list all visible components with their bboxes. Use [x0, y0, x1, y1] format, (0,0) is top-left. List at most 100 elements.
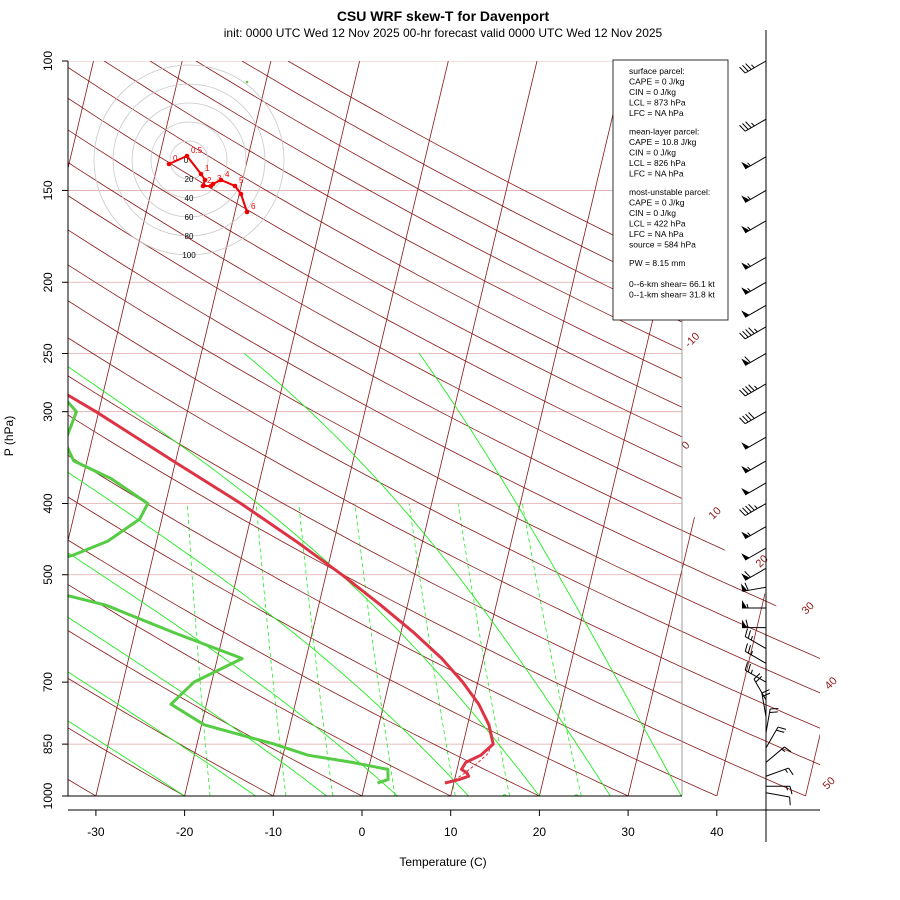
hodograph-ring-label: 80: [185, 232, 194, 241]
hodograph-height-label: 2: [207, 176, 212, 185]
hodograph-height-label: 6: [251, 202, 256, 211]
y-axis-label: P (hPa): [2, 416, 16, 456]
dry-adiabat: [68, 61, 123, 796]
wind-barb-tick: [744, 582, 749, 591]
hodograph-ring: [169, 140, 209, 180]
mean-layer-parcel-line: CIN = 0 J/kg: [629, 148, 676, 158]
wind-barb-shaft: [744, 411, 767, 425]
mixing-ratio-line: [354, 503, 396, 796]
wind-barb-shaft: [765, 726, 779, 749]
hodograph-height-label: 5: [239, 176, 244, 185]
wind-barb-half-tick: [754, 385, 758, 390]
wind-barb-flag: [741, 465, 750, 473]
chart-title: CSU WRF skew-T for Davenport: [337, 8, 550, 24]
most-unstable-parcel-line: CAPE = 0 J/kg: [629, 198, 685, 208]
isotherm-label: 40: [823, 675, 840, 692]
wind-barb: [741, 526, 767, 540]
mixing-ratio-line: [457, 503, 510, 796]
wind-barb-shaft: [744, 118, 767, 132]
hodograph-height-label: 3: [217, 174, 222, 183]
most-unstable-parcel-line: LCL = 422 hPa: [629, 219, 686, 229]
y-tick-label: 500: [41, 564, 55, 584]
isotherm-label: 50: [821, 775, 838, 792]
wind-barb-shaft: [744, 669, 767, 683]
wind-barb-shaft: [765, 792, 790, 798]
hodograph-point: [166, 161, 172, 167]
wind-barb-shaft: [761, 692, 767, 717]
wind-barb: [739, 503, 767, 516]
wind-barb-tick: [739, 417, 746, 425]
surface-parcel-line: LFC = NA hPa: [629, 108, 684, 118]
mixing-ratio-line: [255, 503, 287, 796]
hodograph-ring-label: 40: [185, 194, 194, 203]
dry-adiabat: [68, 61, 820, 796]
wind-barb: [741, 281, 767, 295]
dry-adiabat: [68, 61, 483, 796]
wind-barb-half-tick: [786, 786, 788, 791]
hodograph-point: [184, 153, 190, 159]
wind-barb-shaft: [753, 678, 767, 701]
wind-barb-tick: [748, 384, 755, 392]
wind-barb-tick: [742, 123, 749, 130]
wind-barb-tick: [742, 330, 749, 338]
wind-barb-half-tick: [747, 263, 751, 267]
wind-barb: [739, 383, 767, 397]
mixing-ratio-label: 3: [320, 796, 332, 808]
wind-barb: [741, 256, 767, 270]
mixing-ratio-label: 2: [273, 796, 285, 808]
wind-barb-tick: [776, 729, 785, 733]
isotherm-line: [68, 61, 183, 796]
wind-barb-tick: [742, 64, 749, 72]
wind-barb-half-tick: [747, 466, 751, 471]
wind-barb: [765, 726, 787, 749]
hodograph-point: [218, 177, 224, 183]
y-tick-label: 850: [41, 734, 55, 754]
wind-barb: [740, 582, 767, 592]
isotherm-label: 10: [707, 505, 724, 522]
wind-barb-flag: [741, 310, 750, 318]
wind-barb-tick: [755, 676, 763, 683]
dry-adiabat: [68, 61, 820, 796]
wind-barb: [741, 353, 767, 366]
wind-barb: [766, 785, 793, 795]
wind-barb-tick: [753, 673, 761, 680]
wind-barb-tick: [742, 507, 749, 515]
isotherm-label: -10: [683, 330, 703, 350]
shear-line: 0--6-km shear= 66.1 kt: [629, 279, 715, 289]
wind-barb: [744, 628, 767, 649]
wind-barb-tick: [744, 628, 748, 637]
wind-barb: [765, 707, 779, 733]
isotherm-guide: [806, 61, 900, 796]
wind-barb-shaft: [744, 503, 767, 516]
wind-barb-tick: [745, 329, 752, 336]
y-tick-label: 150: [41, 180, 55, 200]
parcel-trace: [450, 743, 492, 784]
moist-adiabats: [68, 353, 682, 796]
y-tick-label: 300: [41, 401, 55, 421]
wind-barb-tick: [789, 796, 791, 806]
wind-barb-tick: [748, 327, 755, 334]
x-tick-label: -20: [176, 825, 194, 839]
wind-barb-flag: [741, 358, 750, 366]
wind-barb-flag: [740, 583, 748, 592]
wind-barb-shaft: [744, 383, 767, 397]
wind-barb: [739, 118, 767, 132]
wind-barb-half-tick: [746, 603, 749, 609]
moist-adiabat: [418, 353, 682, 796]
isotherm-label: 20: [754, 553, 771, 570]
wind-barb-tick: [784, 746, 792, 753]
wind-barb-tick: [777, 726, 787, 730]
surface-parcel-line: surface parcel:: [629, 66, 685, 76]
wind-barb-tick: [762, 692, 771, 697]
wind-barb: [741, 460, 767, 474]
wind-barb: [761, 689, 771, 717]
wind-barb-flag: [741, 553, 750, 561]
wind-barb-tick: [769, 711, 778, 713]
dry-adiabat: [287, 61, 820, 796]
hodograph-height-label: 4: [225, 170, 230, 179]
wind-barb: [741, 220, 767, 234]
wind-barb: [744, 643, 767, 664]
most-unstable-parcel-line: source = 584 hPa: [629, 240, 696, 250]
moist-adiabat: [68, 616, 327, 796]
